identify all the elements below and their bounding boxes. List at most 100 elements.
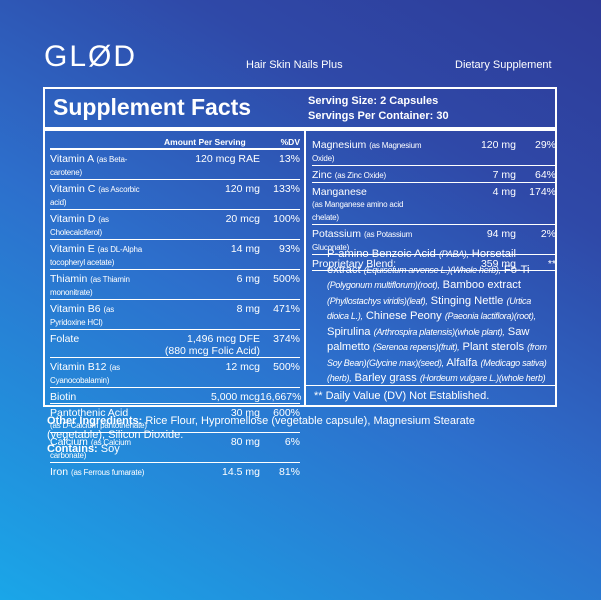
nutrient-note: (as DL-Alpha tocopheryl acetate): [50, 245, 142, 267]
nutrient-note: (as D-Calcium pantothenate): [50, 421, 147, 430]
amount: 14 mg: [230, 243, 260, 255]
amount-cell: 30 mg: [150, 407, 260, 419]
nutrient-row: Folate 1,496 mcg DFE (880 mcg Folic Acid) 3…: [50, 330, 300, 358]
amount-cell: 20 mcg: [150, 213, 260, 225]
amount: 5,000 mcg: [210, 391, 260, 403]
divider: [45, 127, 555, 131]
amount: 120 mg: [480, 139, 516, 151]
amount-cell: 80 mg: [150, 436, 260, 448]
amount: 1,496 mcg DFE: [187, 333, 260, 345]
ingredient-source: (Paeonia lactiflora)(root),: [444, 311, 536, 321]
daily-value: 81%: [278, 466, 300, 478]
amount: 94 mg: [486, 228, 516, 240]
ingredient-name: Bamboo extract: [442, 279, 521, 291]
amount: 8 mg: [236, 303, 260, 315]
nutrient-name: Vitamin A: [50, 153, 94, 165]
amount: 7 mg: [492, 169, 516, 181]
ingredient-source: (Hordeum vulgare L.)(whole herb): [419, 373, 546, 383]
label: Other Ingredients:: [47, 415, 143, 427]
nutrient-row: Vitamin E (as DL-Alpha tocopheryl acetat…: [50, 240, 300, 270]
nutrient-row: Zinc (as Zinc Oxide) 7 mg 64%: [312, 166, 556, 183]
nutrient-row: Vitamin B12 (as Cyanocobalamin) 12 mcg 500…: [50, 358, 300, 388]
nutrient-note: (as Potassium Gluconate): [312, 230, 413, 252]
amount: 6 mg: [236, 273, 260, 285]
nutrient-name: Folate: [50, 333, 80, 345]
divider: [306, 385, 556, 386]
amount-cell: 120 mg: [150, 183, 260, 195]
logo: GLØD: [44, 40, 138, 73]
nutrient-name: Vitamin E: [50, 243, 95, 255]
daily-value: 600%: [273, 407, 300, 419]
nutrient-table: Magnesium (as Magnesium Oxide) 120 mg 29% Z…: [312, 136, 556, 271]
daily-value: 374%: [273, 333, 300, 345]
nutrient-cell: Vitamin C (as Ascorbic acid): [50, 183, 150, 209]
nutrient-row: Biotin 5,000 mcg 16,667%: [50, 388, 301, 404]
nutrient-name: Vitamin B12: [50, 361, 107, 373]
daily-value: 500%: [273, 273, 300, 285]
ingredient-source: (Medicago sativa)(herb),: [327, 357, 547, 384]
amount-cell: 14 mg: [150, 243, 260, 255]
nutrient-row: Magnesium (as Magnesium Oxide) 120 mg 29%: [312, 136, 556, 166]
nutrient-row: Thiamin (as Thiamin mononitrate) 6 mg 500%: [50, 270, 300, 300]
amount-cell: 6 mg: [150, 273, 260, 285]
ingredient-name: Saw palmetto: [327, 325, 530, 354]
nutrient-row: Iron (as Ferrous fumarate) 14.5 mg 81%: [50, 463, 300, 479]
text: Soy: [100, 443, 120, 455]
amount: 359 mg: [480, 258, 516, 270]
nutrient-cell: Thiamin (as Thiamin mononitrate): [50, 273, 150, 299]
daily-value: 29%: [534, 139, 556, 151]
nutrient-row: Calcium (as Calcium carbonate) 80 mg 6%: [50, 433, 300, 463]
facts-title: Supplement Facts: [53, 94, 252, 120]
nutrient-note: (as Calcium carbonate): [50, 438, 131, 460]
ingredient-name: Horsetail extract: [327, 248, 516, 276]
nutrient-cell: Zinc (as Zinc Oxide): [312, 169, 426, 182]
daily-value: 174%: [529, 186, 556, 198]
amount-cell: 7 mg: [426, 169, 516, 181]
amount: 14.5 mg: [222, 466, 260, 478]
ingredient-source: (Serenoa repens)(fruit),: [373, 342, 460, 352]
servings-per-container: Servings Per Container: 30: [308, 110, 449, 122]
nutrient-row: Vitamin D (as Cholecalciferol) 20 mcg 100%: [50, 210, 300, 240]
amount-cell: 4 mg: [426, 186, 516, 198]
nutrient-cell: Vitamin D (as Cholecalciferol): [50, 213, 150, 239]
nutrient-name: Calcium: [50, 436, 88, 448]
nutrient-cell: Vitamin B12 (as Cyanocobalamin): [50, 361, 150, 387]
amount-cell: 120 mcg RAE: [150, 153, 260, 165]
daily-value: 500%: [273, 361, 300, 373]
daily-value: 471%: [273, 303, 300, 315]
facts-box: [43, 87, 557, 407]
amount: 4 mg: [492, 186, 516, 198]
nutrient-table: Amount Per Serving %DV Vitamin A (as Bet…: [50, 133, 301, 478]
amount: 120 mg: [224, 183, 260, 195]
nutrient-row: Proprietary Blend: 359 mg **: [312, 255, 556, 271]
nutrient-row: Vitamin B6 (as Pyridoxine HCl) 8 mg 471%: [50, 300, 300, 330]
nutrient-name: Magnesium: [312, 139, 367, 151]
nutrient-name: Thiamin: [50, 273, 88, 285]
amount: 80 mg: [230, 436, 260, 448]
serving-size: Serving Size: 2 Capsules: [308, 95, 439, 107]
column-header: %DV: [280, 137, 300, 147]
nutrient-name: Zinc: [312, 169, 332, 181]
ingredient-source: (Urtica dioica L.),: [327, 295, 531, 322]
nutrient-note: (as Pyridoxine HCl): [50, 305, 115, 327]
amount-cell: 94 mg: [426, 228, 516, 240]
amount: 30 mg: [230, 407, 260, 419]
ingredient-name: Chinese Peony: [365, 310, 442, 322]
ingredient-source: (Phyllostachys viridis)(leaf),: [327, 295, 428, 306]
nutrient-note: (as Thiamin mononitrate): [50, 275, 130, 297]
nutrient-row: Vitamin A (as Beta-carotene) 120 mcg RAE 1…: [50, 150, 300, 180]
nutrient-name: Proprietary Blend:: [312, 258, 397, 270]
ingredient-name: Plant sterols: [462, 341, 525, 353]
divider: [304, 131, 306, 406]
amount-note: (880 mcg Folic Acid): [164, 345, 260, 357]
nutrient-note: (as Beta-carotene): [50, 155, 128, 177]
nutrient-cell: Manganese (as Manganese amino acid chelat…: [312, 186, 426, 224]
nutrient-row: Pantothenic Acid (as D-Calcium pantothena…: [50, 404, 300, 433]
amount-cell: 5,000 mcg: [150, 391, 260, 403]
text: Rice Flour, Hypromellose (vegetable caps…: [47, 415, 475, 441]
nutrient-cell: Vitamin B6 (as Pyridoxine HCl): [50, 303, 150, 329]
nutrient-note: (as Ascorbic acid): [50, 185, 140, 207]
nutrient-name: Vitamin C: [50, 183, 96, 195]
nutrient-cell: Potassium (as Potassium Gluconate): [312, 228, 426, 254]
